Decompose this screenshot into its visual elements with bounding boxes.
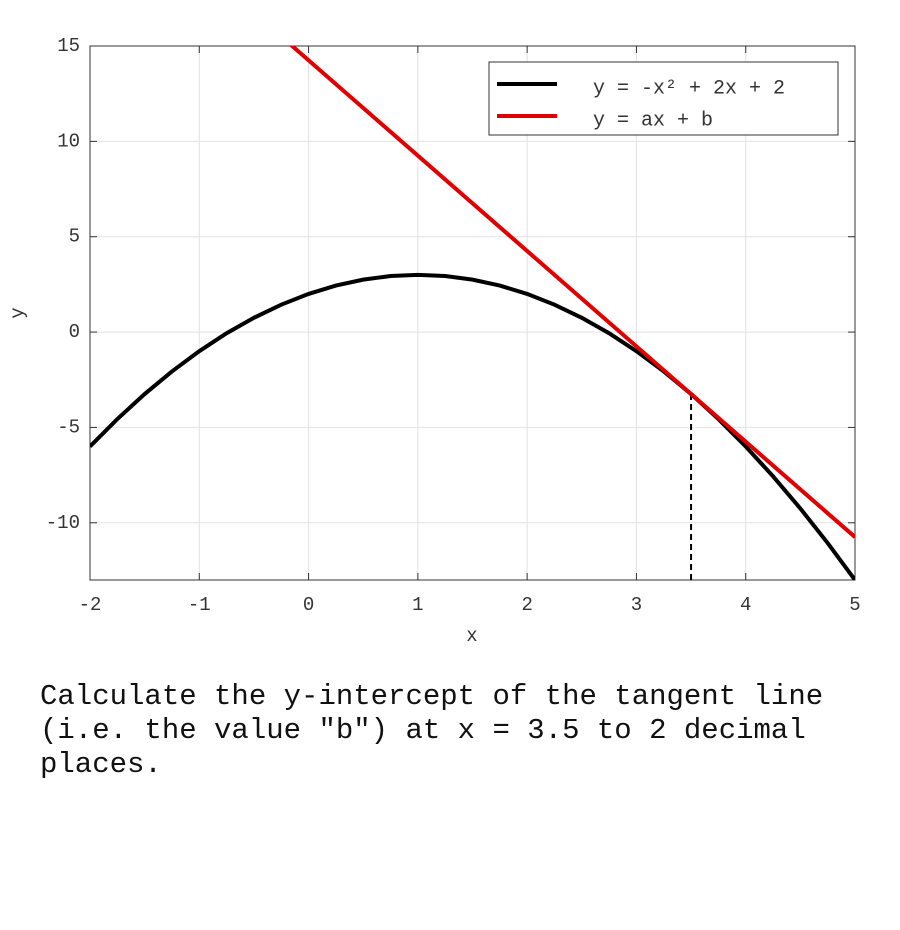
question: Calculate the y-intercept of the tangent… [40, 680, 824, 781]
x-tick-label: 5 [849, 594, 860, 616]
x-axis-label: x [466, 625, 477, 647]
y-tick-label: 5 [69, 226, 80, 248]
legend-label: y = -x² + 2x + 2 [593, 77, 785, 100]
y-tick-label: 10 [57, 130, 80, 152]
plot-frame [89, 45, 856, 581]
x-tick-label: 3 [631, 594, 642, 616]
x-tick-label: 2 [521, 594, 532, 616]
series-line [289, 46, 855, 539]
x-tick-label: 1 [412, 594, 423, 616]
y-axis-label: y [7, 307, 29, 318]
x-tick-label: -1 [188, 594, 211, 616]
y-tick-label: -10 [46, 512, 80, 534]
legend-label: y = ax + b [593, 109, 713, 132]
plot-area [90, 46, 855, 580]
y-tick-label: 0 [69, 321, 80, 343]
x-tick-label: -2 [79, 594, 102, 616]
x-tick-label: 0 [303, 594, 314, 616]
y-tick-label: -5 [57, 416, 80, 438]
x-tick-label: 4 [740, 594, 751, 616]
y-tick-label: 15 [57, 35, 80, 57]
legend-box [488, 61, 839, 136]
